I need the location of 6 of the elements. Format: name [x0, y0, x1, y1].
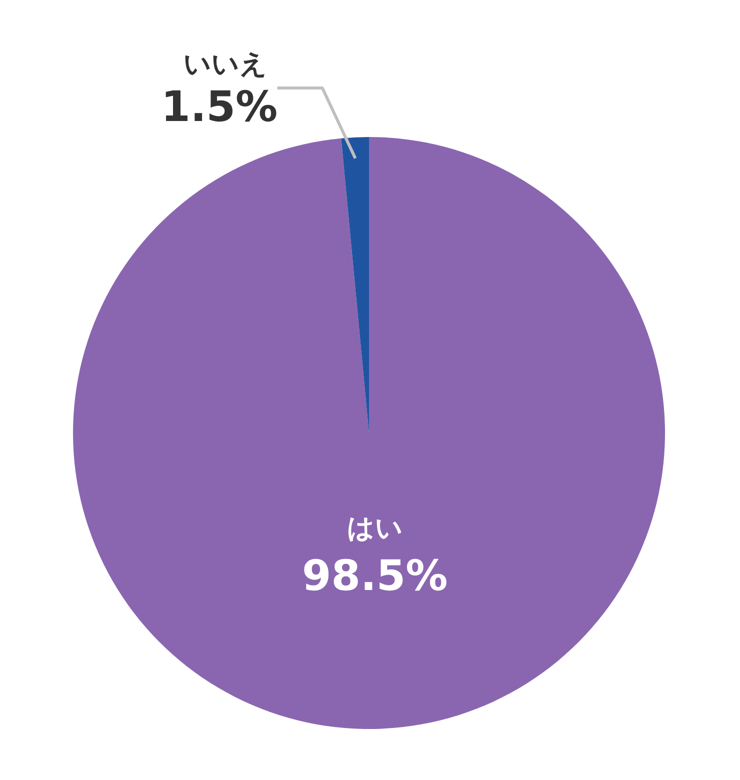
- data-label: 1.5%: [161, 82, 278, 131]
- pie-slice: [74, 137, 665, 729]
- pie-slice: [341, 137, 369, 433]
- data-label: 98.5%: [302, 551, 448, 600]
- slice-label: はい: [346, 513, 403, 544]
- slice-label: いいえ: [183, 49, 268, 80]
